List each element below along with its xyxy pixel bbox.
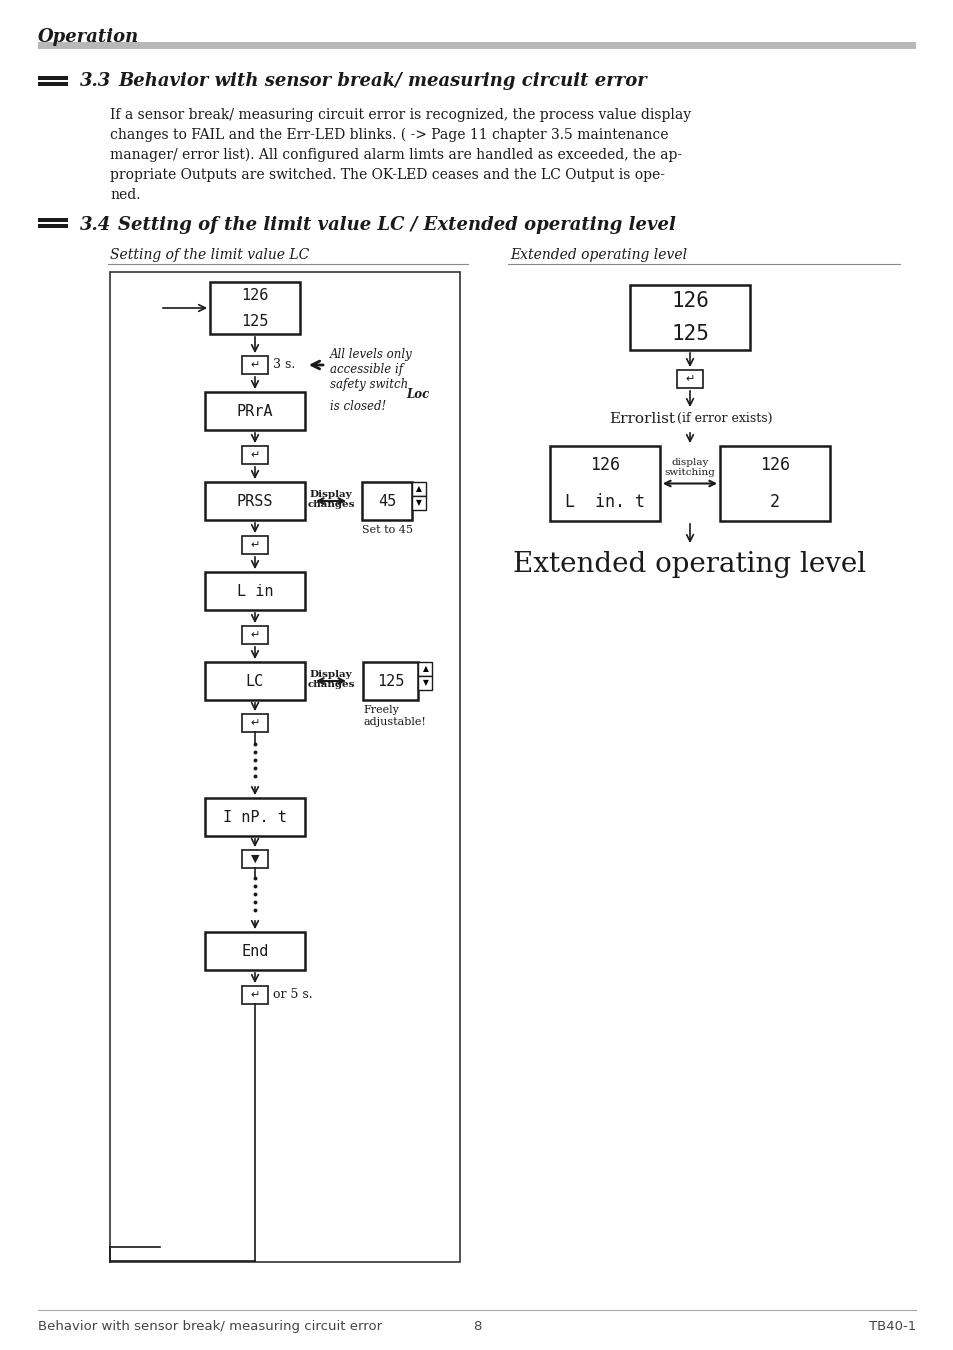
Text: ↵: ↵ — [250, 540, 259, 549]
Text: 125: 125 — [377, 674, 404, 688]
Bar — [242, 850, 268, 868]
Text: changes: changes — [307, 500, 355, 509]
Text: ↵: ↵ — [250, 718, 259, 728]
Text: Setting of the limit value LC: Setting of the limit value LC — [110, 248, 309, 262]
Bar — [550, 446, 659, 521]
Text: LC: LC — [246, 674, 264, 688]
Text: ▲: ▲ — [422, 664, 428, 674]
Text: If a sensor break/ measuring circuit error is recognized, the process value disp: If a sensor break/ measuring circuit err… — [110, 108, 690, 122]
Bar — [242, 446, 268, 464]
Bar — [242, 986, 268, 1004]
Text: 125: 125 — [670, 324, 708, 344]
Text: Setting of the limit value LC / Extended operating level: Setting of the limit value LC / Extended… — [118, 216, 675, 234]
Text: ned.: ned. — [110, 188, 140, 202]
Text: ↵: ↵ — [250, 990, 259, 1000]
Bar — [205, 798, 305, 836]
Text: L in: L in — [236, 583, 273, 598]
Bar — [38, 217, 68, 221]
Text: propriate Outputs are switched. The OK-LED ceases and the LC Output is ope-: propriate Outputs are switched. The OK-L… — [110, 167, 664, 182]
Text: 3.4: 3.4 — [80, 216, 112, 234]
Bar — [412, 482, 426, 495]
Text: End: End — [241, 944, 269, 958]
Text: ↵: ↵ — [684, 374, 694, 383]
Text: ↵: ↵ — [250, 450, 259, 460]
Text: Behavior with sensor break/ measuring circuit error: Behavior with sensor break/ measuring ci… — [38, 1320, 382, 1332]
Text: 3.3: 3.3 — [80, 72, 112, 90]
Text: Loc: Loc — [406, 387, 429, 401]
Text: manager/ error list). All configured alarm limts are handled as exceeded, the ap: manager/ error list). All configured ala… — [110, 148, 681, 162]
Bar — [38, 42, 915, 49]
Text: 45: 45 — [377, 494, 395, 509]
Bar — [242, 714, 268, 732]
Bar — [38, 76, 68, 80]
Text: Set to 45: Set to 45 — [361, 525, 413, 535]
Bar — [418, 662, 432, 676]
Bar — [242, 626, 268, 644]
Text: ▼: ▼ — [422, 679, 428, 687]
Text: PRSS: PRSS — [236, 494, 273, 509]
Text: (if error exists): (if error exists) — [677, 412, 772, 425]
Text: is closed!: is closed! — [330, 400, 386, 413]
Text: changes to FAIL and the Err-LED blinks. ( -> Page 11 chapter 3.5 maintenance: changes to FAIL and the Err-LED blinks. … — [110, 128, 668, 142]
Bar — [38, 82, 68, 86]
Bar — [205, 931, 305, 971]
Text: Extended operating level: Extended operating level — [513, 551, 865, 578]
Text: 3 s.: 3 s. — [273, 359, 294, 371]
Text: Behavior with sensor break/ measuring circuit error: Behavior with sensor break/ measuring ci… — [118, 72, 646, 90]
Bar — [205, 662, 305, 701]
Bar — [361, 482, 412, 520]
Text: changes: changes — [307, 680, 355, 688]
Text: All levels only
accessible if
safety switch: All levels only accessible if safety swi… — [330, 348, 413, 392]
Text: 126: 126 — [670, 292, 708, 312]
Text: PRrA: PRrA — [236, 404, 273, 418]
Text: ▲: ▲ — [416, 485, 421, 494]
Text: Display: Display — [310, 490, 352, 500]
Text: ↵: ↵ — [250, 630, 259, 640]
Bar — [412, 495, 426, 510]
Text: Display: Display — [310, 670, 352, 679]
Bar — [210, 282, 299, 333]
Text: Freely
adjustable!: Freely adjustable! — [363, 705, 426, 726]
Text: I nP. t: I nP. t — [223, 810, 287, 825]
Text: Extended operating level: Extended operating level — [510, 248, 686, 262]
Text: 126: 126 — [760, 456, 789, 474]
Text: Errorlist: Errorlist — [608, 412, 675, 427]
Bar — [242, 356, 268, 374]
Text: ▼: ▼ — [416, 498, 421, 508]
Text: 125: 125 — [241, 313, 269, 328]
Bar — [205, 482, 305, 520]
Bar — [205, 572, 305, 610]
Bar — [720, 446, 829, 521]
Bar — [363, 662, 418, 701]
Text: Operation: Operation — [38, 28, 139, 46]
Text: ↵: ↵ — [250, 360, 259, 370]
Text: L  in. t: L in. t — [564, 493, 644, 512]
Bar — [205, 392, 305, 431]
Bar — [418, 676, 432, 690]
Bar — [110, 271, 459, 1262]
Bar — [677, 370, 702, 387]
Text: switching: switching — [664, 468, 715, 477]
Text: display: display — [671, 458, 708, 467]
Bar — [629, 285, 749, 350]
Text: TB40-1: TB40-1 — [868, 1320, 915, 1332]
Text: 8: 8 — [473, 1320, 480, 1332]
Text: 126: 126 — [241, 288, 269, 302]
Bar — [242, 536, 268, 554]
Text: 2: 2 — [769, 493, 780, 512]
Text: 126: 126 — [589, 456, 619, 474]
Text: or 5 s.: or 5 s. — [273, 988, 313, 1002]
Text: ▼: ▼ — [251, 855, 259, 864]
Bar — [38, 224, 68, 228]
